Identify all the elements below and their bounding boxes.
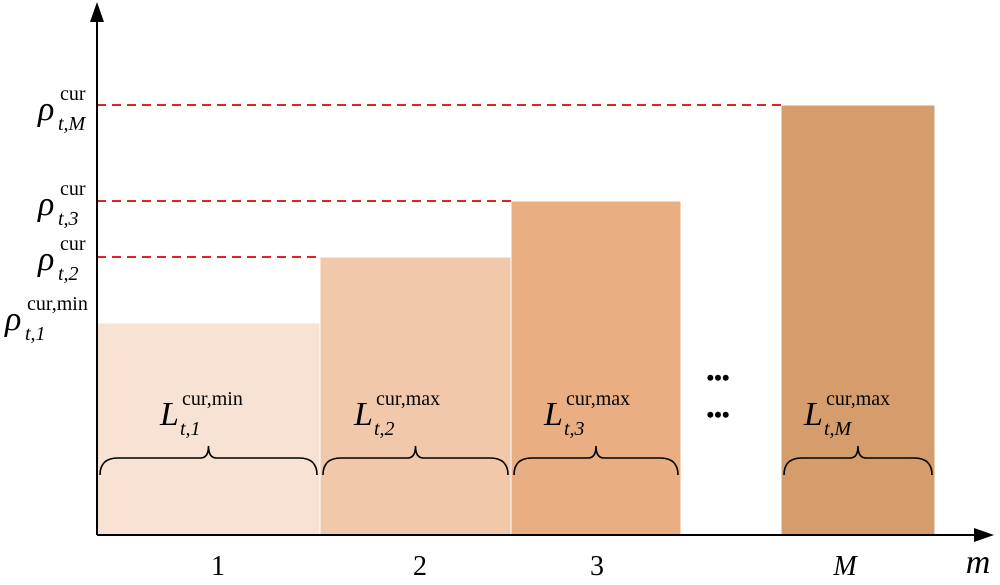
y-label: ρ	[37, 186, 54, 223]
y-label: ρ	[37, 91, 54, 128]
ellipsis: •••	[706, 402, 729, 427]
x-tick-label: 3	[590, 551, 604, 582]
x-tick-label: M	[832, 551, 858, 582]
y-label-sup: cur	[60, 233, 86, 255]
length-label: L	[159, 396, 179, 433]
x-axis-arrow	[974, 528, 994, 542]
block	[319, 256, 512, 536]
length-label-sup: cur,max	[826, 388, 890, 410]
y-label-sub: t,3	[58, 208, 79, 230]
block	[780, 104, 936, 536]
x-axis-label: m	[966, 544, 991, 581]
length-label-sub: t,M	[824, 418, 853, 440]
brace	[99, 445, 318, 476]
brace	[783, 445, 933, 476]
y-label-sup: cur,min	[27, 293, 88, 315]
y-label-sup: cur	[60, 83, 86, 105]
length-label-sub: t,2	[374, 418, 395, 440]
length-label: L	[803, 396, 823, 433]
length-label-sup: cur,max	[376, 388, 440, 410]
y-axis-arrow	[90, 2, 104, 22]
y-label-sub: t,2	[58, 263, 79, 285]
length-label: L	[543, 396, 563, 433]
brace	[322, 445, 509, 476]
y-label-sub: t,M	[58, 113, 87, 135]
x-tick-label: 1	[211, 551, 225, 582]
brace	[513, 445, 679, 476]
length-label-sup: cur,max	[566, 388, 630, 410]
x-tick-label: 2	[413, 551, 427, 582]
block	[510, 200, 682, 536]
y-label-sup: cur	[60, 178, 86, 200]
length-label-sup: cur,min	[182, 388, 243, 410]
length-label-sub: t,1	[180, 418, 201, 440]
length-label-sub: t,3	[564, 418, 585, 440]
block	[96, 322, 321, 536]
length-label: L	[353, 396, 373, 433]
y-label: ρ	[37, 241, 54, 278]
y-label-sub: t,1	[25, 323, 46, 345]
y-label: ρ	[4, 301, 21, 338]
ellipsis: •••	[706, 365, 729, 390]
